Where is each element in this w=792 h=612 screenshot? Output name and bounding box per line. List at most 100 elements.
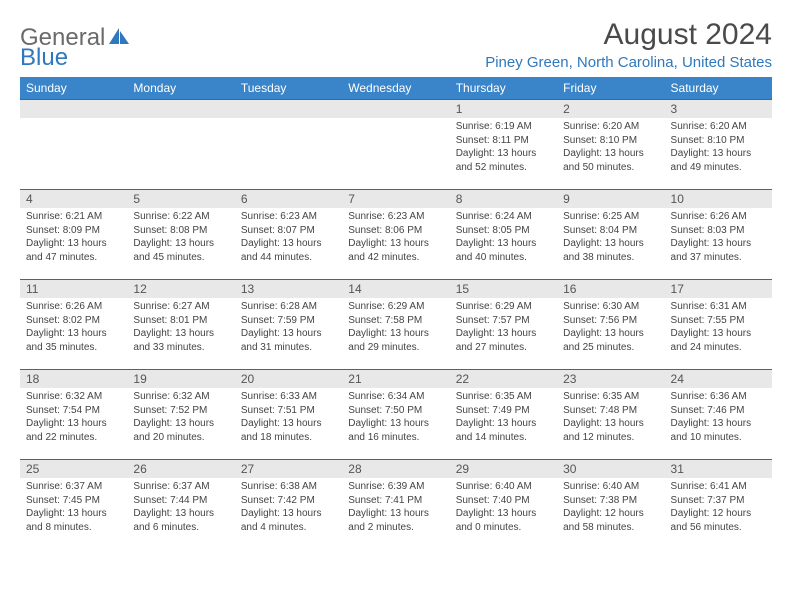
calendar-day-cell: 25Sunrise: 6:37 AMSunset: 7:45 PMDayligh… — [20, 459, 127, 551]
calendar-week-row: 18Sunrise: 6:32 AMSunset: 7:54 PMDayligh… — [20, 369, 772, 459]
daylight-text: Daylight: 13 hours — [241, 507, 336, 521]
day-details: Sunrise: 6:32 AMSunset: 7:54 PMDaylight:… — [20, 388, 127, 448]
day-details: Sunrise: 6:35 AMSunset: 7:49 PMDaylight:… — [450, 388, 557, 448]
daylight-text: Daylight: 12 hours — [671, 507, 766, 521]
day-number-bar-empty — [235, 99, 342, 118]
daylight-text: and 20 minutes. — [133, 431, 228, 445]
sunrise-text: Sunrise: 6:30 AM — [563, 300, 658, 314]
calendar-week-row: 4 Sunrise: 6:21 AMSunset: 8:09 PM Daylight… — [20, 189, 772, 279]
weekday-header-row: Sunday Monday Tuesday Wednesday Thursday… — [20, 77, 772, 99]
sunset-text: Sunset: 7:45 PM — [26, 494, 121, 508]
location: Piney Green, North Carolina, United Stat… — [485, 54, 772, 71]
day-number: 4 — [20, 189, 127, 208]
day-number: 11 — [20, 279, 127, 298]
sunrise-text: Sunrise: 6:38 AM — [241, 480, 336, 494]
sunrise-text: Sunrise: 6:35 AM — [563, 390, 658, 404]
sunrise-text: Sunrise: 6:36 AM — [671, 390, 766, 404]
day-number: 13 — [235, 279, 342, 298]
daylight-text: Daylight: 13 hours — [26, 417, 121, 431]
day-details: Sunrise: 6:29 AMSunset: 7:58 PMDaylight:… — [342, 298, 449, 358]
daylight-text: Daylight: 13 hours — [348, 237, 443, 251]
day-details: Sunrise: 6:39 AMSunset: 7:41 PMDaylight:… — [342, 478, 449, 538]
logo-text-blue: Blue — [20, 44, 68, 71]
sunrise-text: Sunrise: 6:21 AM — [26, 210, 121, 224]
month-title: August 2024 — [485, 18, 772, 52]
day-details: Sunrise: 6:20 AMSunset: 8:10 PMDaylight:… — [665, 118, 772, 178]
calendar-day-cell: 22Sunrise: 6:35 AMSunset: 7:49 PMDayligh… — [450, 369, 557, 459]
calendar-day-cell: 4Sunrise: 6:21 AMSunset: 8:09 PMDaylight… — [20, 189, 127, 279]
sunset-text: Sunset: 8:05 PM — [456, 224, 551, 238]
sunset-text: Sunset: 8:09 PM — [26, 224, 121, 238]
calendar-day-cell: 15Sunrise: 6:29 AMSunset: 7:57 PMDayligh… — [450, 279, 557, 369]
day-number-bar-empty — [342, 99, 449, 118]
weekday-header: Saturday — [665, 77, 772, 99]
calendar-week-row: 11Sunrise: 6:26 AMSunset: 8:02 PMDayligh… — [20, 279, 772, 369]
daylight-text: and 29 minutes. — [348, 341, 443, 355]
daylight-text: and 52 minutes. — [456, 161, 551, 175]
sunset-text: Sunset: 7:59 PM — [241, 314, 336, 328]
weekday-header: Friday — [557, 77, 664, 99]
sunset-text: Sunset: 7:55 PM — [671, 314, 766, 328]
calendar-day-cell: 2Sunrise: 6:20 AMSunset: 8:10 PMDaylight… — [557, 99, 664, 189]
sunrise-text: Sunrise: 6:23 AM — [348, 210, 443, 224]
day-number: 27 — [235, 459, 342, 478]
daylight-text: Daylight: 13 hours — [456, 147, 551, 161]
weekday-header: Monday — [127, 77, 234, 99]
daylight-text: and 24 minutes. — [671, 341, 766, 355]
daylight-text: Daylight: 12 hours — [563, 507, 658, 521]
calendar-day-cell: 21Sunrise: 6:34 AMSunset: 7:50 PMDayligh… — [342, 369, 449, 459]
calendar-day-cell: 31Sunrise: 6:41 AMSunset: 7:37 PMDayligh… — [665, 459, 772, 551]
sunset-text: Sunset: 7:50 PM — [348, 404, 443, 418]
day-details: Sunrise: 6:25 AMSunset: 8:04 PMDaylight:… — [557, 208, 664, 268]
sunset-text: Sunset: 7:38 PM — [563, 494, 658, 508]
day-details: Sunrise: 6:38 AMSunset: 7:42 PMDaylight:… — [235, 478, 342, 538]
sunset-text: Sunset: 8:11 PM — [456, 134, 551, 148]
sunset-text: Sunset: 7:49 PM — [456, 404, 551, 418]
calendar-day-cell: 19Sunrise: 6:32 AMSunset: 7:52 PMDayligh… — [127, 369, 234, 459]
day-number-bar-empty — [20, 99, 127, 118]
sunrise-text: Sunrise: 6:22 AM — [133, 210, 228, 224]
logo-blue-row: Blue — [20, 44, 68, 72]
day-number: 30 — [557, 459, 664, 478]
weekday-header: Tuesday — [235, 77, 342, 99]
calendar-day-cell: 18Sunrise: 6:32 AMSunset: 7:54 PMDayligh… — [20, 369, 127, 459]
day-details: Sunrise: 6:36 AMSunset: 7:46 PMDaylight:… — [665, 388, 772, 448]
day-number: 3 — [665, 99, 772, 118]
calendar-day-cell: 8Sunrise: 6:24 AMSunset: 8:05 PMDaylight… — [450, 189, 557, 279]
sunrise-text: Sunrise: 6:26 AM — [671, 210, 766, 224]
sunset-text: Sunset: 8:07 PM — [241, 224, 336, 238]
daylight-text: and 45 minutes. — [133, 251, 228, 265]
day-details: Sunrise: 6:37 AMSunset: 7:44 PMDaylight:… — [127, 478, 234, 538]
day-number: 18 — [20, 369, 127, 388]
calendar-day-cell: 20Sunrise: 6:33 AMSunset: 7:51 PMDayligh… — [235, 369, 342, 459]
weekday-header: Sunday — [20, 77, 127, 99]
day-details: Sunrise: 6:29 AMSunset: 7:57 PMDaylight:… — [450, 298, 557, 358]
daylight-text: Daylight: 13 hours — [26, 507, 121, 521]
daylight-text: Daylight: 13 hours — [348, 327, 443, 341]
daylight-text: Daylight: 13 hours — [456, 507, 551, 521]
sunrise-text: Sunrise: 6:33 AM — [241, 390, 336, 404]
sunrise-text: Sunrise: 6:41 AM — [671, 480, 766, 494]
calendar-week-row: 1Sunrise: 6:19 AMSunset: 8:11 PMDaylight… — [20, 99, 772, 189]
calendar-day-cell — [127, 99, 234, 189]
daylight-text: Daylight: 13 hours — [133, 327, 228, 341]
daylight-text: and 42 minutes. — [348, 251, 443, 265]
day-number-bar-empty — [127, 99, 234, 118]
day-details: Sunrise: 6:27 AMSunset: 8:01 PMDaylight:… — [127, 298, 234, 358]
daylight-text: and 18 minutes. — [241, 431, 336, 445]
calendar-day-cell — [342, 99, 449, 189]
day-details: Sunrise: 6:41 AMSunset: 7:37 PMDaylight:… — [665, 478, 772, 538]
day-details: Sunrise: 6:26 AMSunset: 8:02 PMDaylight:… — [20, 298, 127, 358]
day-number: 29 — [450, 459, 557, 478]
sunset-text: Sunset: 7:58 PM — [348, 314, 443, 328]
daylight-text: Daylight: 13 hours — [348, 507, 443, 521]
daylight-text: and 4 minutes. — [241, 521, 336, 535]
calendar-day-cell: 3Sunrise: 6:20 AMSunset: 8:10 PMDaylight… — [665, 99, 772, 189]
calendar-week-row: 25Sunrise: 6:37 AMSunset: 7:45 PMDayligh… — [20, 459, 772, 551]
sunrise-text: Sunrise: 6:29 AM — [348, 300, 443, 314]
day-number: 14 — [342, 279, 449, 298]
daylight-text: Daylight: 13 hours — [563, 147, 658, 161]
sunrise-text: Sunrise: 6:24 AM — [456, 210, 551, 224]
day-number: 16 — [557, 279, 664, 298]
daylight-text: and 12 minutes. — [563, 431, 658, 445]
